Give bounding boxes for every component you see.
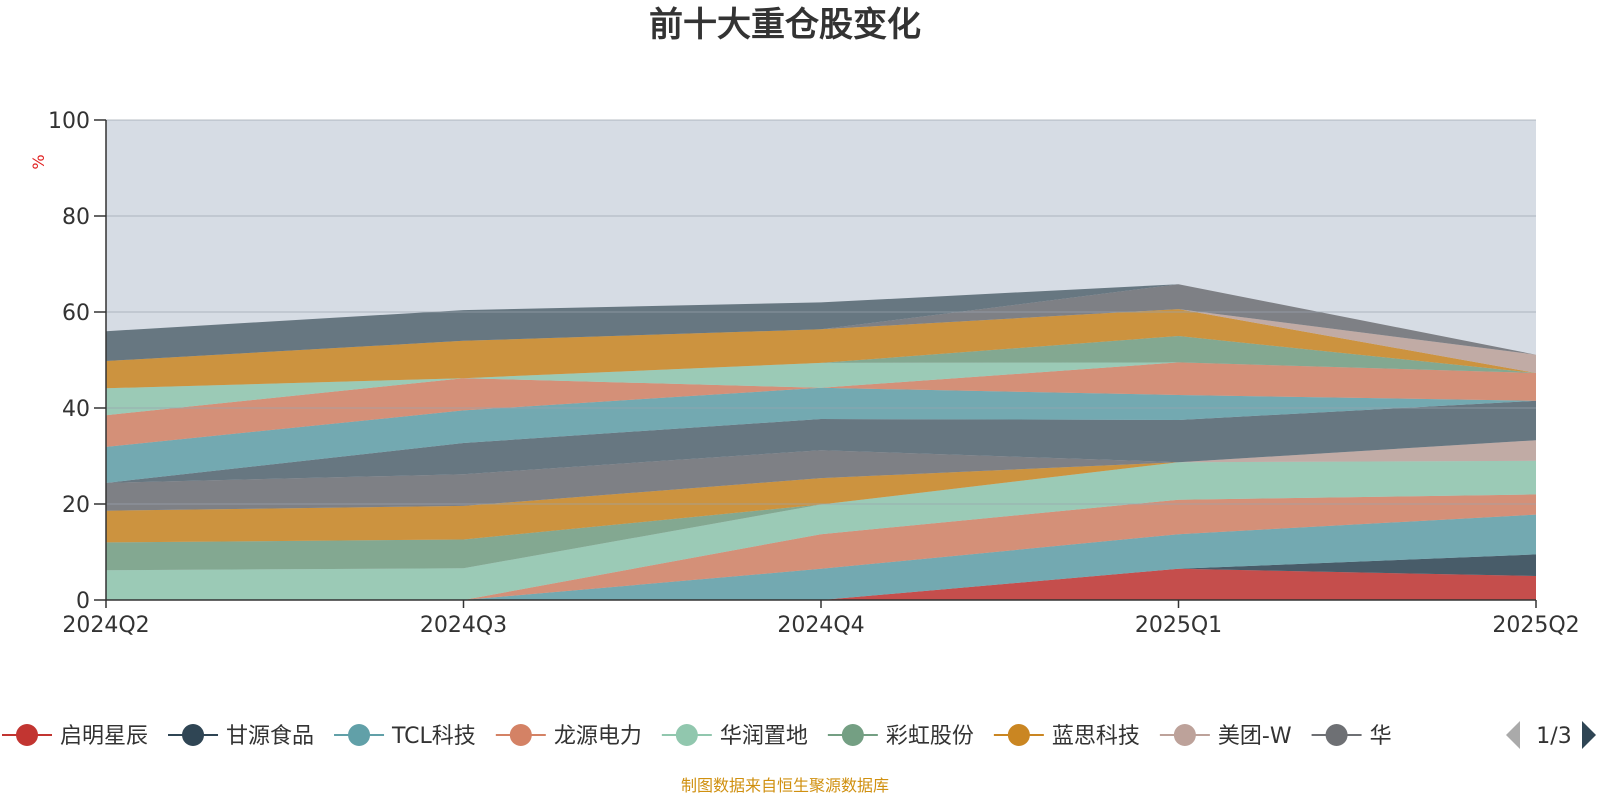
area-series-9 bbox=[106, 440, 1536, 511]
area-series-5 bbox=[106, 460, 1536, 600]
area-series-15 bbox=[106, 309, 1536, 389]
legend-pager[interactable]: 1/3 bbox=[1506, 721, 1596, 749]
y-tick-label-100: 100 bbox=[48, 109, 90, 134]
legend-prev-icon[interactable] bbox=[1506, 721, 1520, 749]
axes: 0 20 40 60 80 100 2024Q2 2024Q3 2024Q4 2025Q1 2025… bbox=[48, 109, 1580, 638]
legend-marker bbox=[1325, 724, 1348, 746]
x-tick-label-2025Q1: 2025Q1 bbox=[1135, 613, 1222, 638]
legend-marker bbox=[16, 724, 38, 746]
legend-item-4[interactable]: 龙源电力 bbox=[495, 724, 642, 749]
legend-item-7[interactable]: 蓝思科技 bbox=[993, 724, 1140, 749]
legend-item-3[interactable]: TCL科技 bbox=[334, 724, 476, 749]
legend-label: 华润置地 bbox=[720, 724, 808, 749]
legend-item-8[interactable]: 美团-W bbox=[1159, 724, 1292, 749]
legend-page-indicator: 1/3 bbox=[1536, 724, 1571, 749]
legend-item-1[interactable]: 启明星辰 bbox=[2, 724, 148, 749]
legend-item-2[interactable]: 甘源食品 bbox=[168, 724, 314, 749]
legend-label: 启明星辰 bbox=[60, 724, 148, 749]
area-series-10 bbox=[106, 400, 1536, 483]
legend-marker bbox=[1173, 724, 1196, 746]
area-series-3 bbox=[106, 514, 1536, 600]
legend-marker bbox=[1007, 724, 1030, 746]
legend-marker bbox=[348, 724, 371, 746]
chart-title: 前十大重仓股变化 bbox=[649, 5, 921, 45]
area-series-7 bbox=[106, 460, 1536, 543]
legend-next-icon[interactable] bbox=[1582, 721, 1596, 749]
area-series-12 bbox=[106, 362, 1536, 447]
legend-item-5[interactable]: 华润置地 bbox=[661, 724, 808, 749]
x-tick-label-2024Q3: 2024Q3 bbox=[420, 613, 507, 638]
legend-label: 蓝思科技 bbox=[1052, 724, 1140, 749]
legend-marker bbox=[841, 724, 864, 746]
legend-marker bbox=[509, 724, 532, 746]
y-tick-label-60: 60 bbox=[62, 301, 90, 326]
y-tick-label-40: 40 bbox=[62, 397, 90, 422]
area-series-18 bbox=[106, 284, 1536, 361]
area-series-11 bbox=[106, 387, 1536, 483]
legend-label: TCL科技 bbox=[391, 724, 476, 749]
legend-item-9[interactable]: 华 bbox=[1311, 724, 1392, 749]
legend-label: 龙源电力 bbox=[554, 724, 642, 749]
legend-label: 甘源食品 bbox=[226, 724, 314, 749]
y-axis-unit: % bbox=[29, 154, 48, 169]
grid-lines bbox=[106, 119, 1536, 505]
legend-label: 华 bbox=[1370, 724, 1392, 749]
area-series-4 bbox=[106, 494, 1536, 600]
area-series-1 bbox=[106, 568, 1536, 600]
y-tick-label-80: 80 bbox=[62, 205, 90, 230]
x-tick-label-2024Q4: 2024Q4 bbox=[777, 613, 864, 638]
plot-area bbox=[106, 120, 1536, 600]
area-series-13 bbox=[106, 362, 1536, 416]
x-tick-label-2024Q2: 2024Q2 bbox=[62, 613, 149, 638]
area-series-6 bbox=[106, 460, 1536, 571]
y-tick-label-20: 20 bbox=[62, 493, 90, 518]
legend-item-6[interactable]: 彩虹股份 bbox=[827, 724, 974, 749]
legend[interactable]: 启明星辰 甘源食品 TCL科技 龙源电力 华润置地 彩虹股份 蓝思科技 美团-W 华 1/3 bbox=[2, 721, 1596, 749]
x-tick-label-2025Q2: 2025Q2 bbox=[1492, 613, 1579, 638]
legend-label: 彩虹股份 bbox=[886, 724, 974, 749]
source-note: 制图数据来自恒生聚源数据库 bbox=[681, 776, 889, 795]
legend-label: 美团-W bbox=[1218, 724, 1292, 749]
area-series-14 bbox=[106, 336, 1536, 389]
legend-marker bbox=[182, 724, 205, 746]
y-tick-label-0: 0 bbox=[76, 589, 90, 614]
legend-marker bbox=[675, 724, 698, 746]
area-series-17 bbox=[106, 284, 1536, 361]
